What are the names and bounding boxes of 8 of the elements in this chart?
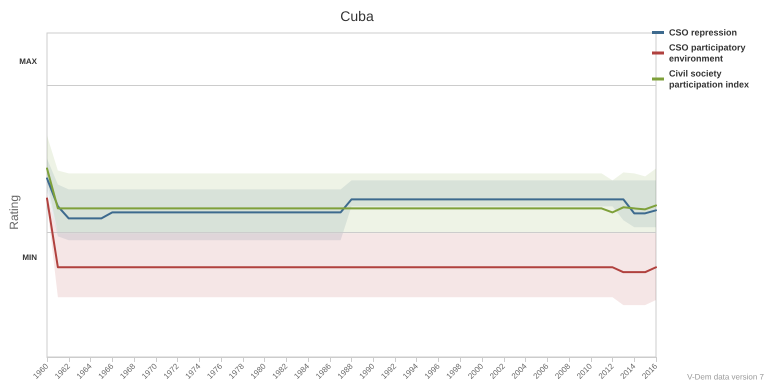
legend-label: CSO repression <box>669 28 738 38</box>
chart-title: Cuba <box>340 8 374 24</box>
ref-line-label: MIN <box>22 253 38 262</box>
y-axis-title: Rating <box>7 195 21 230</box>
ref-line-label: MAX <box>19 56 38 66</box>
legend-label: CSO participatory environment <box>669 42 748 64</box>
text: V-Dem data version 7 <box>687 372 765 382</box>
legend-label: Civil society participation index <box>669 68 750 90</box>
